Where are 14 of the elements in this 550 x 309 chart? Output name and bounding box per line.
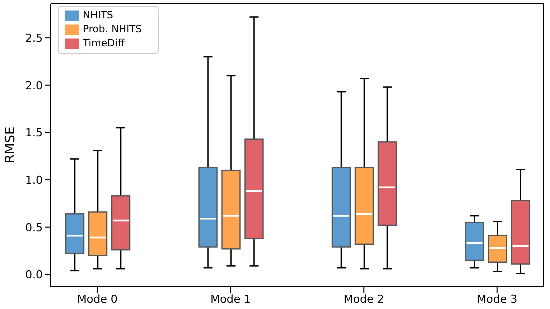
x-tick-label: Mode 3	[477, 292, 518, 306]
y-tick-label: 0.0	[26, 268, 43, 282]
y-tick-label: 2.0	[26, 79, 43, 92]
y-axis-title: RMSE	[4, 126, 19, 164]
x-tick-label: Mode 2	[344, 292, 384, 306]
y-tick-label: 2.5	[26, 32, 43, 45]
legend-label: TimeDiff	[83, 38, 125, 50]
y-tick-label: 0.5	[26, 221, 43, 234]
y-tick-label: 1.0	[26, 174, 43, 187]
y-tick-label: 1.5	[26, 126, 43, 140]
x-tick-label: Mode 0	[77, 292, 118, 306]
legend-label: NHITS	[83, 10, 114, 22]
legend-label: Prob. NHITS	[83, 24, 142, 36]
x-tick-label: Mode 1	[210, 292, 252, 306]
